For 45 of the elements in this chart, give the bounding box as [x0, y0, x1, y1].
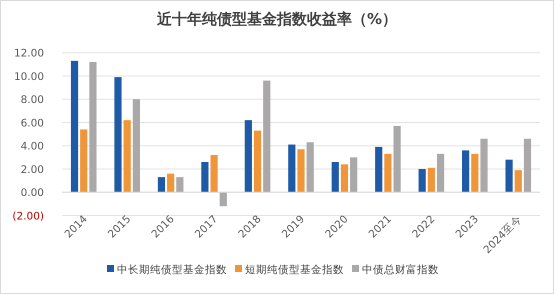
bar: [70, 60, 78, 192]
y-tick-label: 12.00: [14, 48, 44, 60]
bar: [306, 142, 314, 192]
bar: [375, 146, 382, 192]
bar: [210, 155, 218, 192]
bar: [436, 154, 444, 192]
bar: [350, 157, 358, 192]
bar: [89, 62, 97, 192]
bar: [158, 177, 166, 192]
bar: [394, 126, 401, 192]
y-tick-label: 6.00: [20, 117, 44, 130]
bar: [514, 170, 522, 192]
bar: [114, 77, 122, 192]
y-tick-label: 0.00: [20, 187, 44, 200]
bar: [471, 154, 478, 192]
legend-label: 中长期纯债型基金指数: [117, 263, 227, 276]
bar: [176, 177, 184, 192]
y-tick-label: 10.00: [14, 70, 44, 83]
bar: [418, 168, 426, 192]
bar: [288, 144, 296, 192]
bar: [80, 129, 88, 192]
bar: [332, 162, 339, 192]
bar: [480, 138, 488, 192]
y-tick-label: 2.00: [20, 164, 44, 176]
legend-label: 短期纯债型基金指数: [245, 263, 344, 276]
bar: [167, 174, 174, 192]
legend-label: 中债总财富指数: [362, 263, 439, 276]
bar: [384, 154, 392, 192]
y-tick-label: (2.00): [12, 210, 44, 222]
bar: [132, 99, 140, 192]
bar: [505, 160, 513, 192]
bar: [201, 162, 208, 192]
y-tick-label: 8.00: [20, 94, 44, 106]
chart-title: 近十年纯债型基金指数收益率（%）: [156, 10, 398, 28]
bar: [254, 130, 262, 192]
y-tick-label: 4.00: [20, 140, 44, 153]
bar: [340, 164, 348, 192]
bar: [428, 168, 435, 192]
bar: [124, 120, 131, 192]
bar: [263, 80, 270, 192]
bar: [220, 192, 227, 206]
bar: [297, 149, 305, 192]
bar: [244, 120, 252, 192]
bar: [524, 138, 532, 192]
bar: [462, 150, 470, 192]
